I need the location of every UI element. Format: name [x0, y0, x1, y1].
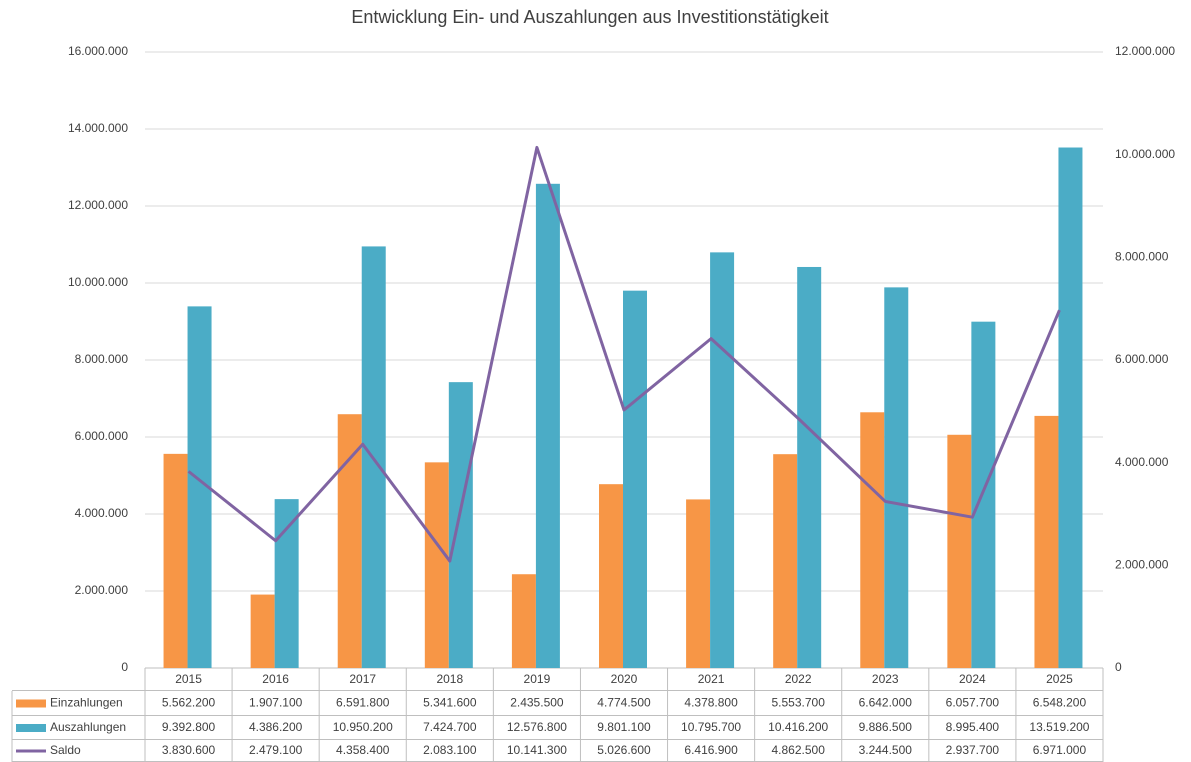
x-tick-label: 2016 — [262, 672, 289, 686]
bar — [623, 290, 647, 668]
bar — [947, 434, 972, 668]
table-cell: 3.244.500 — [859, 743, 913, 757]
x-tick-label: 2017 — [349, 672, 376, 686]
table-cell: 13.519.200 — [1029, 720, 1089, 734]
x-tick-label: 2019 — [524, 672, 551, 686]
table-cell: 5.026.600 — [597, 743, 651, 757]
x-tick-label: 2025 — [1046, 672, 1073, 686]
table-cell: 12.576.800 — [507, 720, 567, 734]
legend-label: Auszahlungen — [50, 720, 126, 734]
table-cell: 6.591.800 — [336, 696, 390, 710]
table-cell: 7.424.700 — [423, 720, 477, 734]
table-cell: 10.950.200 — [333, 720, 393, 734]
table-cell: 4.358.400 — [336, 743, 390, 757]
bar — [448, 382, 473, 668]
y2-tick-label: 2.000.000 — [1115, 558, 1169, 572]
table-cell: 10.141.300 — [507, 743, 567, 757]
x-tick-label: 2015 — [175, 672, 202, 686]
legend-key — [16, 699, 46, 708]
bar — [511, 574, 536, 668]
bar — [424, 462, 449, 668]
y-tick-label: 16.000.000 — [68, 44, 128, 58]
y-tick-label: 10.000.000 — [68, 275, 128, 289]
y-tick-label: 14.000.000 — [68, 121, 128, 135]
bar — [337, 414, 362, 668]
table-cell: 4.386.200 — [249, 720, 303, 734]
y2-tick-label: 10.000.000 — [1115, 147, 1175, 161]
x-tick-label: 2018 — [436, 672, 463, 686]
table-cell: 2.083.100 — [423, 743, 477, 757]
legend-label: Saldo — [50, 743, 81, 757]
bar — [274, 499, 299, 668]
table-cell: 5.553.700 — [771, 696, 825, 710]
y-tick-label: 6.000.000 — [75, 429, 129, 443]
y2-tick-label: 8.000.000 — [1115, 250, 1169, 264]
bar — [710, 252, 735, 669]
bar — [773, 454, 798, 668]
table-cell: 2.435.500 — [510, 696, 564, 710]
table-cell: 6.416.900 — [684, 743, 738, 757]
y-tick-label: 4.000.000 — [75, 506, 129, 520]
y-tick-label: 0 — [121, 660, 128, 674]
bar — [686, 499, 711, 668]
bar — [250, 594, 275, 668]
bar — [163, 453, 188, 668]
line — [187, 145, 1061, 563]
chart-title: Entwicklung Ein- und Auszahlungen aus In… — [351, 7, 828, 27]
y-tick-label: 8.000.000 — [75, 352, 129, 366]
y2-tick-label: 6.000.000 — [1115, 352, 1169, 366]
table-cell: 5.341.600 — [423, 696, 477, 710]
y-tick-label: 2.000.000 — [75, 583, 129, 597]
bar — [884, 287, 909, 668]
table-cell: 9.886.500 — [859, 720, 913, 734]
table-cell: 3.830.600 — [162, 743, 216, 757]
table-cell: 1.907.100 — [249, 696, 303, 710]
table-cell: 2.937.700 — [946, 743, 1000, 757]
legend-label: Einzahlungen — [50, 696, 123, 710]
bar — [535, 183, 560, 668]
x-tick-label: 2021 — [698, 672, 725, 686]
x-tick-label: 2020 — [611, 672, 638, 686]
table-cell: 6.642.000 — [859, 696, 913, 710]
table-cell: 6.971.000 — [1033, 743, 1087, 757]
bar — [860, 412, 885, 668]
table-cell: 4.862.500 — [771, 743, 825, 757]
table-cell: 4.774.500 — [597, 696, 651, 710]
x-tick-label: 2022 — [785, 672, 812, 686]
bar — [1034, 415, 1059, 668]
table-cell: 6.548.200 — [1033, 696, 1087, 710]
table-cell: 4.378.800 — [684, 696, 738, 710]
y-tick-label: 12.000.000 — [68, 198, 128, 212]
table-cell: 9.392.800 — [162, 720, 216, 734]
bar — [797, 266, 822, 668]
y2-tick-label: 12.000.000 — [1115, 44, 1175, 58]
table-cell: 10.416.200 — [768, 720, 828, 734]
table-cell: 9.801.100 — [597, 720, 651, 734]
x-tick-label: 2024 — [959, 672, 986, 686]
table-cell: 2.479.100 — [249, 743, 303, 757]
table-cell: 10.795.700 — [681, 720, 741, 734]
table-cell: 8.995.400 — [946, 720, 1000, 734]
table-cell: 5.562.200 — [162, 696, 216, 710]
x-tick-label: 2023 — [872, 672, 899, 686]
y2-tick-label: 0 — [1115, 660, 1122, 674]
y2-tick-label: 4.000.000 — [1115, 455, 1169, 469]
legend-key — [16, 724, 46, 732]
table-cell: 6.057.700 — [946, 696, 1000, 710]
bar — [1058, 147, 1083, 668]
bar — [599, 484, 623, 668]
